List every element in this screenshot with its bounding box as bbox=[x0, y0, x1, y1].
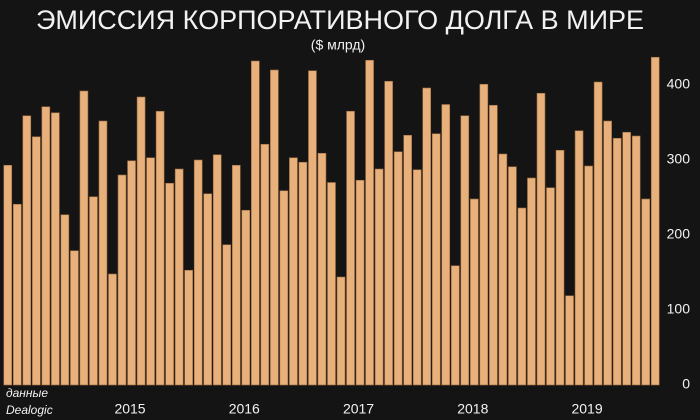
bar bbox=[89, 196, 98, 386]
chart-title: ЭМИССИЯ КОРПОРАТИВНОГО ДОЛГА В МИРЕ bbox=[36, 5, 644, 35]
bar bbox=[231, 164, 241, 386]
bar bbox=[470, 198, 479, 386]
bar bbox=[136, 96, 146, 386]
x-tick-label: 2017 bbox=[343, 401, 374, 417]
y-tick-label: 400 bbox=[667, 76, 691, 92]
bar bbox=[374, 168, 384, 386]
bar bbox=[574, 130, 584, 386]
bar bbox=[336, 276, 346, 386]
bar bbox=[251, 60, 260, 386]
bar bbox=[32, 136, 41, 386]
bar bbox=[479, 83, 489, 386]
bar bbox=[489, 104, 498, 386]
bar bbox=[193, 159, 203, 386]
bar bbox=[517, 207, 527, 386]
y-tick-label: 300 bbox=[667, 151, 691, 167]
bar bbox=[555, 149, 565, 386]
bar bbox=[51, 112, 60, 386]
bar bbox=[60, 214, 70, 386]
bar bbox=[117, 174, 127, 386]
bar bbox=[450, 265, 460, 386]
bar bbox=[327, 182, 336, 386]
bar bbox=[79, 90, 89, 386]
source-note: Dealogic bbox=[6, 403, 53, 417]
bar bbox=[298, 161, 308, 386]
chart-subtitle: ($ млрд) bbox=[311, 37, 365, 53]
bar bbox=[317, 152, 327, 386]
x-tick-label: 2016 bbox=[229, 401, 260, 417]
bar bbox=[460, 115, 470, 386]
bar bbox=[260, 143, 270, 386]
bar bbox=[308, 70, 317, 386]
bar bbox=[565, 295, 574, 386]
bar bbox=[146, 157, 155, 386]
bar bbox=[70, 250, 79, 386]
x-tick-label: 2019 bbox=[571, 401, 602, 417]
bar bbox=[536, 92, 546, 386]
bar bbox=[527, 177, 536, 386]
bar bbox=[355, 179, 365, 386]
bar bbox=[127, 160, 136, 386]
bar bbox=[384, 80, 393, 386]
bar bbox=[3, 164, 13, 386]
bar bbox=[365, 59, 374, 386]
bar bbox=[431, 133, 441, 386]
bar bbox=[498, 153, 508, 386]
bar bbox=[631, 135, 641, 386]
bar bbox=[584, 165, 593, 386]
bar bbox=[279, 190, 289, 386]
bar bbox=[650, 56, 660, 386]
y-tick-label: 200 bbox=[667, 226, 691, 242]
bar bbox=[174, 168, 184, 386]
bar bbox=[441, 104, 451, 386]
bar bbox=[346, 110, 355, 386]
bar bbox=[593, 81, 603, 386]
y-tick-label: 100 bbox=[667, 301, 691, 317]
bar bbox=[622, 131, 631, 386]
bar bbox=[612, 137, 622, 386]
bar bbox=[289, 157, 298, 386]
bar bbox=[412, 169, 422, 386]
bar bbox=[393, 151, 403, 386]
bar bbox=[165, 182, 174, 386]
x-tick-label: 2018 bbox=[457, 401, 488, 417]
bar bbox=[203, 193, 213, 386]
x-tick-label: 2015 bbox=[114, 401, 145, 417]
bar bbox=[108, 273, 117, 386]
bar bbox=[155, 110, 165, 386]
bar bbox=[403, 134, 412, 386]
bar bbox=[422, 87, 432, 386]
source-note: данные bbox=[6, 386, 48, 400]
bar bbox=[12, 203, 22, 386]
bar bbox=[603, 120, 612, 386]
bar bbox=[546, 187, 555, 386]
bar bbox=[222, 244, 232, 386]
bar bbox=[22, 115, 32, 386]
bar bbox=[212, 154, 222, 386]
bar bbox=[241, 209, 251, 386]
bar bbox=[41, 106, 51, 386]
y-tick-label: 0 bbox=[682, 376, 690, 392]
bar bbox=[641, 198, 651, 386]
bar bbox=[184, 269, 193, 386]
bar bbox=[270, 69, 279, 386]
bar bbox=[98, 120, 108, 386]
bar bbox=[508, 166, 517, 386]
